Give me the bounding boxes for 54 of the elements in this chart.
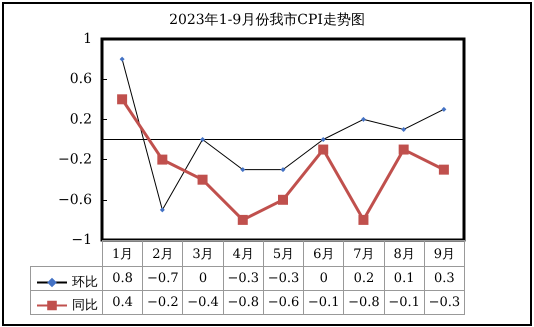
point bbox=[117, 94, 128, 104]
point bbox=[120, 56, 125, 62]
data-label: −0.3 bbox=[263, 266, 304, 290]
data-label: −0.3 bbox=[424, 290, 464, 314]
point bbox=[398, 144, 409, 155]
data-label: −0.6 bbox=[263, 290, 304, 314]
point bbox=[318, 144, 328, 155]
y-tick-label: −0.2 bbox=[58, 152, 92, 168]
point bbox=[358, 214, 368, 225]
data-label: −0.1 bbox=[384, 290, 424, 314]
data-label: −0.4 bbox=[182, 290, 224, 314]
x-tick-label: 2月 bbox=[142, 240, 183, 266]
point bbox=[401, 126, 406, 132]
point bbox=[198, 174, 208, 185]
data-label: −0.8 bbox=[223, 290, 264, 314]
data-label: −0.2 bbox=[142, 290, 183, 314]
point bbox=[280, 167, 286, 172]
x-tick-label: 3月 bbox=[182, 240, 224, 266]
point bbox=[238, 214, 248, 225]
y-tick-label: −0.6 bbox=[58, 192, 92, 208]
data-label: 0.4 bbox=[102, 290, 143, 314]
data-label: −0.8 bbox=[344, 290, 384, 314]
y-tick-label: 1 bbox=[83, 31, 92, 47]
point bbox=[240, 167, 246, 172]
point bbox=[200, 137, 206, 142]
y-tick-label: 0.6 bbox=[70, 71, 92, 88]
x-tick-label: 9月 bbox=[424, 240, 464, 266]
point bbox=[438, 164, 449, 175]
data-label: 0 bbox=[182, 266, 224, 290]
point bbox=[278, 194, 288, 205]
point bbox=[441, 106, 446, 112]
legend-label: 环比 bbox=[72, 275, 98, 290]
data-label: 0.2 bbox=[344, 266, 384, 290]
x-tick-label: 1月 bbox=[102, 240, 143, 266]
x-tick-label: 8月 bbox=[384, 240, 424, 266]
point bbox=[157, 154, 168, 165]
x-tick-label: 6月 bbox=[304, 240, 344, 266]
point bbox=[360, 116, 366, 122]
x-tick-label: 7月 bbox=[344, 240, 384, 266]
point bbox=[160, 207, 165, 212]
data-label: 0.3 bbox=[424, 266, 464, 290]
x-tick-label: 5月 bbox=[263, 240, 304, 266]
data-label: 0 bbox=[304, 266, 344, 290]
x-tick-label: 4月 bbox=[223, 240, 264, 266]
data-label: −0.7 bbox=[142, 266, 183, 290]
chart-title: 2023年1-9月份我市CPI走势图 bbox=[169, 12, 365, 28]
point bbox=[320, 137, 326, 142]
data-label: 0.8 bbox=[102, 266, 143, 290]
y-tick-label: −1 bbox=[71, 232, 92, 248]
y-tick-label: 0.2 bbox=[70, 111, 92, 128]
legend-label: 同比 bbox=[72, 298, 98, 313]
data-label: −0.1 bbox=[304, 290, 344, 314]
data-label: 0.1 bbox=[384, 266, 424, 290]
data-label: −0.3 bbox=[223, 266, 264, 290]
